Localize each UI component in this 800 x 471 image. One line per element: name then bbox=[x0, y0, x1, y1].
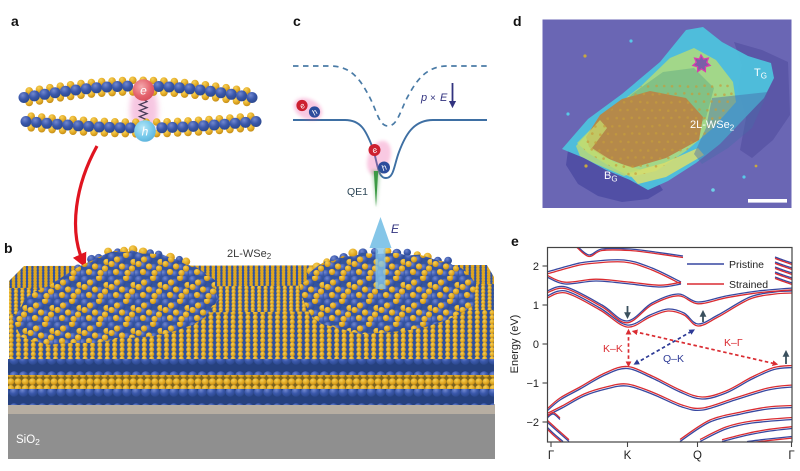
svg-text:−1: −1 bbox=[526, 378, 539, 390]
svg-text:E: E bbox=[440, 92, 448, 104]
svg-text:h: h bbox=[379, 162, 388, 173]
svg-text:Γ: Γ bbox=[788, 450, 795, 462]
svg-text:Q–K: Q–K bbox=[663, 353, 684, 365]
svg-text:K: K bbox=[624, 450, 632, 462]
svg-text:E: E bbox=[391, 222, 400, 236]
svg-text:SiO2: SiO2 bbox=[16, 434, 40, 447]
svg-text:e: e bbox=[140, 84, 147, 98]
svg-text:e: e bbox=[298, 101, 308, 111]
svg-text:p: p bbox=[420, 92, 427, 104]
svg-text:2: 2 bbox=[533, 261, 539, 273]
svg-text:a: a bbox=[11, 13, 19, 29]
svg-text:e: e bbox=[511, 233, 519, 249]
svg-text:Strained: Strained bbox=[729, 279, 768, 291]
svg-text:c: c bbox=[293, 13, 301, 29]
svg-text:b: b bbox=[4, 240, 13, 256]
svg-text:Energy (eV): Energy (eV) bbox=[509, 315, 521, 374]
svg-text:h: h bbox=[310, 107, 320, 117]
svg-text:−2: −2 bbox=[526, 417, 539, 429]
svg-text:e: e bbox=[370, 144, 379, 155]
svg-text:Pristine: Pristine bbox=[729, 259, 764, 271]
svg-text:Q: Q bbox=[693, 450, 702, 462]
svg-text:K–K: K–K bbox=[603, 343, 623, 355]
svg-text:2L-WSe2: 2L-WSe2 bbox=[227, 248, 272, 261]
svg-text:1: 1 bbox=[533, 300, 539, 312]
svg-text:0: 0 bbox=[533, 339, 539, 351]
svg-text:K–Γ: K–Γ bbox=[724, 337, 743, 349]
svg-text:2L-WSe2: 2L-WSe2 bbox=[690, 119, 735, 133]
svg-text:h: h bbox=[142, 125, 149, 139]
svg-text:Γ: Γ bbox=[548, 450, 555, 462]
svg-text:×: × bbox=[430, 93, 436, 104]
svg-text:d: d bbox=[513, 13, 522, 29]
svg-text:QE1: QE1 bbox=[347, 186, 368, 198]
